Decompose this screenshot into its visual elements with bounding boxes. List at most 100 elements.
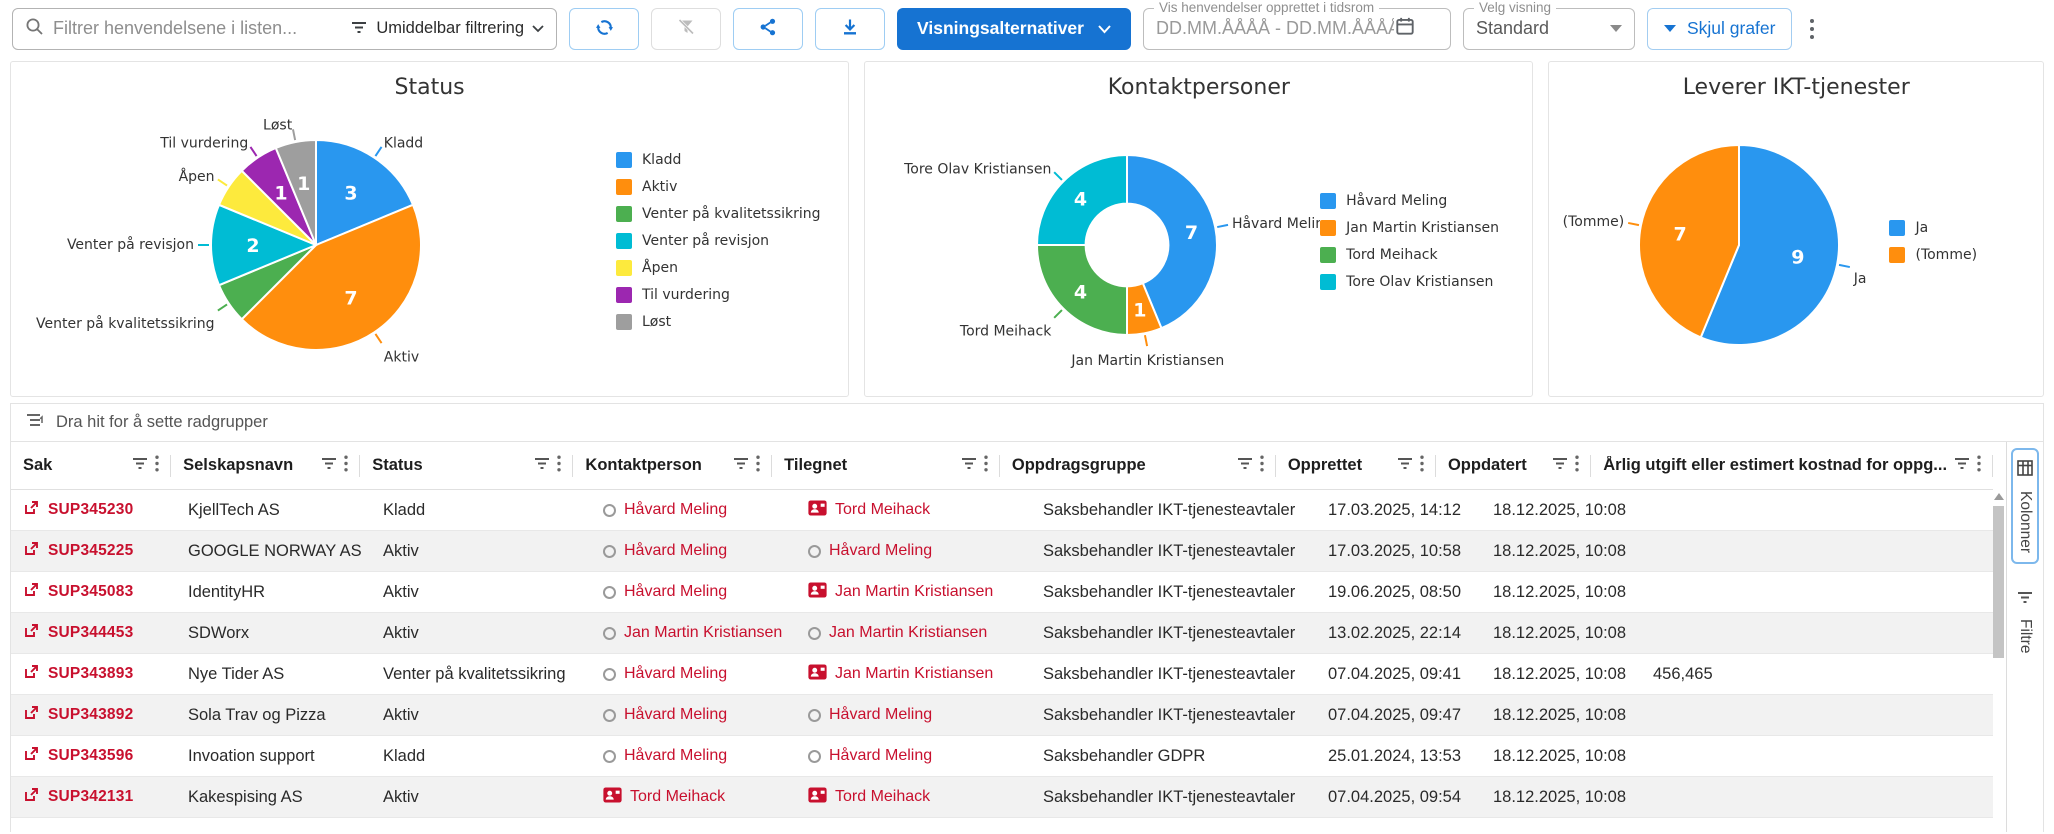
case-link[interactable]: SUP343893 bbox=[48, 665, 134, 682]
person-link[interactable]: Håvard Meling bbox=[624, 542, 728, 559]
table-row-sup343892[interactable]: SUP343892 Sola Trav og Pizza Aktiv Håvard M… bbox=[11, 695, 1993, 736]
side-tab-kolonner[interactable]: Kolonner bbox=[2011, 448, 2039, 565]
column-filter-icon[interactable] bbox=[1237, 456, 1253, 475]
view-options-button[interactable]: Visningsalternativer bbox=[897, 7, 1131, 50]
legend-item-pen[interactable]: Åpen bbox=[616, 260, 848, 276]
legend-item-l-st[interactable]: Løst bbox=[616, 314, 848, 330]
calendar-icon[interactable] bbox=[1394, 15, 1416, 42]
vertical-scrollbar[interactable] bbox=[1992, 490, 2005, 832]
legend-item-kladd[interactable]: Kladd bbox=[616, 152, 848, 168]
person-link[interactable]: Håvard Meling bbox=[624, 583, 728, 600]
table-row-sup345230[interactable]: SUP345230 KjellTech AS Kladd Håvard Meling T… bbox=[11, 490, 1993, 531]
refresh-button[interactable] bbox=[569, 7, 639, 50]
column-menu-icon[interactable] bbox=[557, 455, 562, 477]
row-group-dropzone[interactable]: Dra hit for å sette radgrupper bbox=[11, 404, 2043, 442]
column-header-oppdragsgruppe[interactable]: Oppdragsgruppe bbox=[1000, 442, 1276, 489]
hide-charts-button[interactable]: Skjul grafer bbox=[1646, 7, 1793, 50]
person-link[interactable]: Håvard Meling bbox=[624, 747, 728, 764]
case-link[interactable]: SUP343596 bbox=[48, 747, 134, 764]
column-filter-icon[interactable] bbox=[1552, 456, 1568, 475]
person-link[interactable]: Håvard Meling bbox=[624, 706, 728, 723]
legend-item-venter-p-kvalitetssikring[interactable]: Venter på kvalitetssikring bbox=[616, 206, 848, 222]
pie-slice-venter-p-revisjon[interactable] bbox=[210, 203, 319, 287]
column-filter-icon[interactable] bbox=[1954, 456, 1970, 475]
table-row-sup345225[interactable]: SUP345225 GOOGLE NORWAY AS Aktiv Håvard Mel… bbox=[11, 531, 1993, 572]
legend-item-venter-p-revisjon[interactable]: Venter på revisjon bbox=[616, 233, 848, 249]
case-link[interactable]: SUP345083 bbox=[48, 583, 134, 600]
column-menu-icon[interactable] bbox=[155, 455, 159, 477]
open-case-icon[interactable] bbox=[23, 704, 40, 726]
pie-slice-aktiv[interactable] bbox=[240, 203, 422, 351]
share-button[interactable] bbox=[733, 7, 803, 50]
person-link[interactable]: Håvard Meling bbox=[829, 747, 933, 764]
person-link[interactable]: Jan Martin Kristiansen bbox=[835, 583, 994, 600]
column-filter-icon[interactable] bbox=[1397, 456, 1413, 475]
side-tab-filtre[interactable]: Filtre bbox=[2011, 578, 2039, 664]
column-filter-icon[interactable] bbox=[321, 456, 337, 475]
column-header-selskapsnavn[interactable]: Selskapsnavn bbox=[171, 442, 361, 489]
column-header-rlig-utgift-eller-estimert-kostnad-for-oppg[interactable]: Årlig utgift eller estimert kostnad for … bbox=[1591, 442, 1993, 489]
table-row-sup343596[interactable]: SUP343596 Invoation support Kladd Håvard Me… bbox=[11, 736, 1993, 777]
person-link[interactable]: Håvard Meling bbox=[829, 706, 933, 723]
column-header-opprettet[interactable]: Opprettet bbox=[1276, 442, 1437, 489]
column-filter-icon[interactable] bbox=[534, 456, 550, 475]
column-menu-icon[interactable] bbox=[1420, 455, 1424, 477]
pie-slice-tore-olav-kristiansen[interactable] bbox=[1036, 153, 1129, 246]
open-case-icon[interactable] bbox=[23, 581, 40, 603]
open-case-icon[interactable] bbox=[23, 786, 40, 808]
open-case-icon[interactable] bbox=[23, 622, 40, 644]
open-case-icon[interactable] bbox=[23, 745, 40, 767]
column-header-oppdatert[interactable]: Oppdatert bbox=[1436, 442, 1592, 489]
table-row-sup344453[interactable]: SUP344453 SDWorx Aktiv Jan Martin Kristians… bbox=[11, 613, 1993, 654]
case-link[interactable]: SUP345225 bbox=[48, 542, 134, 559]
person-link[interactable]: Tord Meihack bbox=[835, 788, 931, 805]
case-link[interactable]: SUP342131 bbox=[48, 788, 134, 805]
pie-slice-h-vard-meling[interactable] bbox=[1126, 153, 1219, 330]
more-options-menu[interactable] bbox=[1804, 13, 1820, 45]
open-case-icon[interactable] bbox=[23, 663, 40, 685]
table-row-sup343893[interactable]: SUP343893 Nye Tider AS Venter på kvalitets… bbox=[11, 654, 1993, 695]
legend-item-til-vurdering[interactable]: Til vurdering bbox=[616, 287, 848, 303]
column-menu-icon[interactable] bbox=[1575, 455, 1579, 477]
column-menu-icon[interactable] bbox=[1977, 455, 1981, 477]
legend-item-aktiv[interactable]: Aktiv bbox=[616, 179, 848, 195]
search-input[interactable] bbox=[53, 18, 342, 39]
pie-slice-tomme[interactable] bbox=[1638, 143, 1741, 339]
scrollbar-thumb[interactable] bbox=[1993, 506, 2004, 658]
clear-filter-button[interactable] bbox=[651, 7, 721, 50]
column-header-sak[interactable]: Sak bbox=[11, 442, 172, 489]
person-link[interactable]: Jan Martin Kristiansen bbox=[829, 624, 988, 641]
date-range-input[interactable] bbox=[1155, 18, 1394, 39]
legend-item-h-vard-meling[interactable]: Håvard Meling bbox=[1320, 192, 1532, 209]
table-row-sup345083[interactable]: SUP345083 IdentityHR Aktiv Håvard Meling Jan… bbox=[11, 572, 1993, 613]
column-menu-icon[interactable] bbox=[756, 455, 760, 477]
case-link[interactable]: SUP344453 bbox=[48, 624, 134, 641]
pie-slice-kladd[interactable] bbox=[315, 138, 415, 247]
person-link[interactable]: Håvard Meling bbox=[624, 665, 728, 682]
pie-slice-l-st[interactable] bbox=[274, 138, 317, 246]
legend-item-tomme[interactable]: (Tomme) bbox=[1889, 246, 2039, 263]
column-filter-icon[interactable] bbox=[132, 456, 148, 475]
case-link[interactable]: SUP345230 bbox=[48, 501, 134, 518]
legend-item-ja[interactable]: Ja bbox=[1889, 219, 2039, 236]
legend-item-tore-olav-kristiansen[interactable]: Tore Olav Kristiansen bbox=[1320, 273, 1532, 290]
person-link[interactable]: Tord Meihack bbox=[630, 788, 726, 805]
person-link[interactable]: Jan Martin Kristiansen bbox=[835, 665, 994, 682]
column-header-tilegnet[interactable]: Tilegnet bbox=[772, 442, 1000, 489]
table-row-sup342131[interactable]: SUP342131 Kakespising AS Aktiv Tord Meihack… bbox=[11, 777, 1993, 818]
view-select[interactable]: Velg visning Standard bbox=[1462, 0, 1635, 50]
column-menu-icon[interactable] bbox=[984, 455, 988, 477]
column-filter-icon[interactable] bbox=[733, 456, 749, 475]
person-link[interactable]: Håvard Meling bbox=[624, 501, 728, 518]
legend-item-tord-meihack[interactable]: Tord Meihack bbox=[1320, 246, 1532, 263]
column-header-status[interactable]: Status bbox=[360, 442, 574, 489]
instant-filter-dropdown[interactable]: Umiddelbar filtrering bbox=[350, 18, 544, 39]
column-filter-icon[interactable] bbox=[961, 456, 977, 475]
pie-slice-ja[interactable] bbox=[1699, 143, 1841, 346]
scroll-up-arrow-icon[interactable] bbox=[1993, 493, 2004, 500]
legend-item-jan-martin-kristiansen[interactable]: Jan Martin Kristiansen bbox=[1320, 219, 1532, 236]
column-menu-icon[interactable] bbox=[1260, 455, 1264, 477]
person-link[interactable]: Jan Martin Kristiansen bbox=[624, 624, 783, 641]
case-link[interactable]: SUP343892 bbox=[48, 706, 134, 723]
column-header-kontaktperson[interactable]: Kontaktperson bbox=[573, 442, 772, 489]
